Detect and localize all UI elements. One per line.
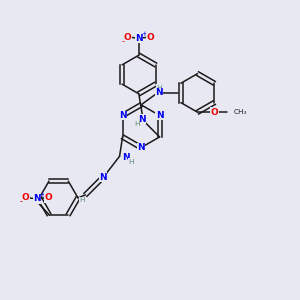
Text: N: N	[156, 111, 164, 120]
Text: O: O	[44, 194, 52, 202]
Text: N: N	[122, 153, 129, 162]
Text: +: +	[141, 32, 147, 38]
Text: H: H	[134, 121, 140, 127]
Text: -: -	[20, 197, 23, 206]
Text: N: N	[119, 111, 126, 120]
Text: H: H	[156, 85, 162, 91]
Text: N: N	[138, 115, 146, 124]
Text: N: N	[155, 88, 163, 98]
Text: O: O	[124, 33, 131, 42]
Text: N: N	[137, 143, 145, 152]
Text: +: +	[39, 192, 45, 198]
Text: O: O	[146, 33, 154, 42]
Text: H: H	[128, 159, 134, 165]
Text: -: -	[122, 37, 125, 46]
Text: O: O	[21, 194, 29, 202]
Text: CH₃: CH₃	[234, 109, 247, 115]
Text: O: O	[211, 108, 218, 117]
Text: H: H	[80, 197, 85, 203]
Text: N: N	[135, 34, 142, 43]
Text: N: N	[99, 172, 107, 182]
Text: N: N	[33, 194, 41, 203]
